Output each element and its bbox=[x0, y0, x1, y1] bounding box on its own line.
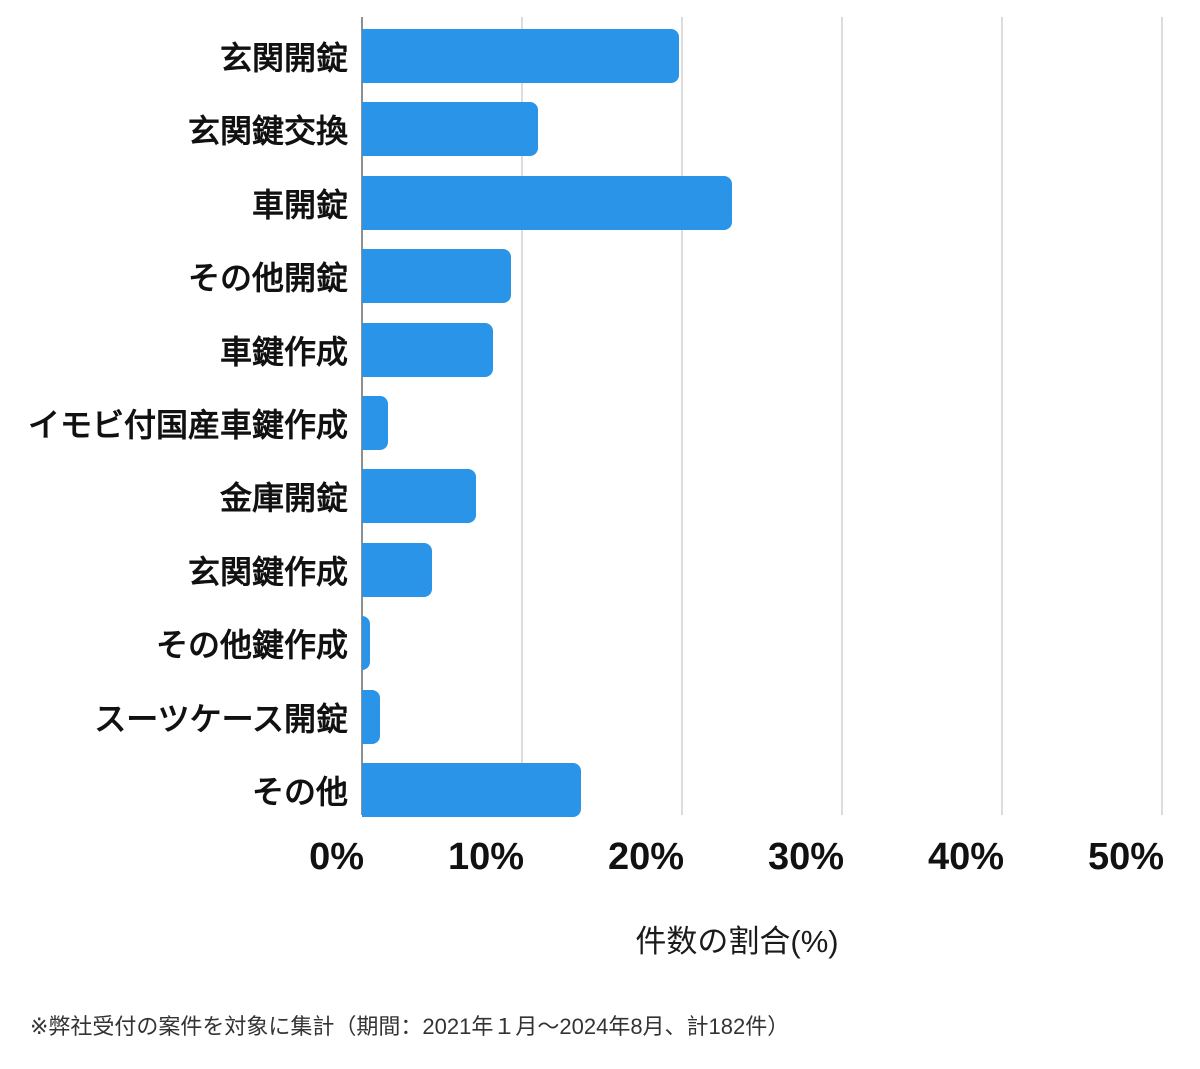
x-axis-title: 件数の割合(%) bbox=[635, 924, 839, 959]
gridline bbox=[681, 17, 683, 815]
bar bbox=[362, 249, 511, 304]
category-label: 玄関鍵作成 bbox=[187, 553, 348, 590]
category-label: その他 bbox=[251, 774, 348, 810]
x-tick-label: 40% bbox=[927, 836, 1004, 878]
category-label: その他鍵作成 bbox=[155, 627, 348, 664]
bar bbox=[362, 763, 582, 817]
category-label: 金庫開錠 bbox=[219, 480, 348, 517]
category-label: 玄関開錠 bbox=[219, 40, 348, 76]
x-tick-label: 10% bbox=[447, 836, 524, 878]
bar bbox=[362, 396, 388, 450]
bar bbox=[362, 175, 732, 230]
bar bbox=[362, 469, 476, 524]
category-label: 玄関鍵交換 bbox=[187, 113, 348, 150]
bar bbox=[362, 102, 538, 157]
bar bbox=[362, 689, 380, 744]
footnote: ※弊社受付の案件を対象に集計（期間：2021年１月～2024年8月、計182件） bbox=[30, 1014, 790, 1039]
x-tick-label: 30% bbox=[767, 836, 844, 878]
gridline bbox=[1001, 17, 1003, 815]
bar bbox=[362, 542, 433, 597]
gridline bbox=[841, 17, 843, 815]
x-tick-label: 50% bbox=[1087, 836, 1164, 878]
gridline bbox=[521, 17, 523, 815]
category-label: 車鍵作成 bbox=[219, 333, 348, 370]
bar bbox=[362, 616, 370, 671]
bar bbox=[362, 29, 679, 83]
gridline bbox=[1161, 17, 1163, 815]
category-label: イモビ付国産車鍵作成 bbox=[27, 407, 348, 443]
category-label: その他開錠 bbox=[187, 260, 348, 297]
bar bbox=[362, 322, 494, 377]
x-tick-label: 0% bbox=[309, 836, 364, 878]
x-tick-label: 20% bbox=[607, 836, 684, 878]
category-label: スーツケース開錠 bbox=[94, 700, 348, 737]
category-label: 車開錠 bbox=[251, 186, 348, 223]
